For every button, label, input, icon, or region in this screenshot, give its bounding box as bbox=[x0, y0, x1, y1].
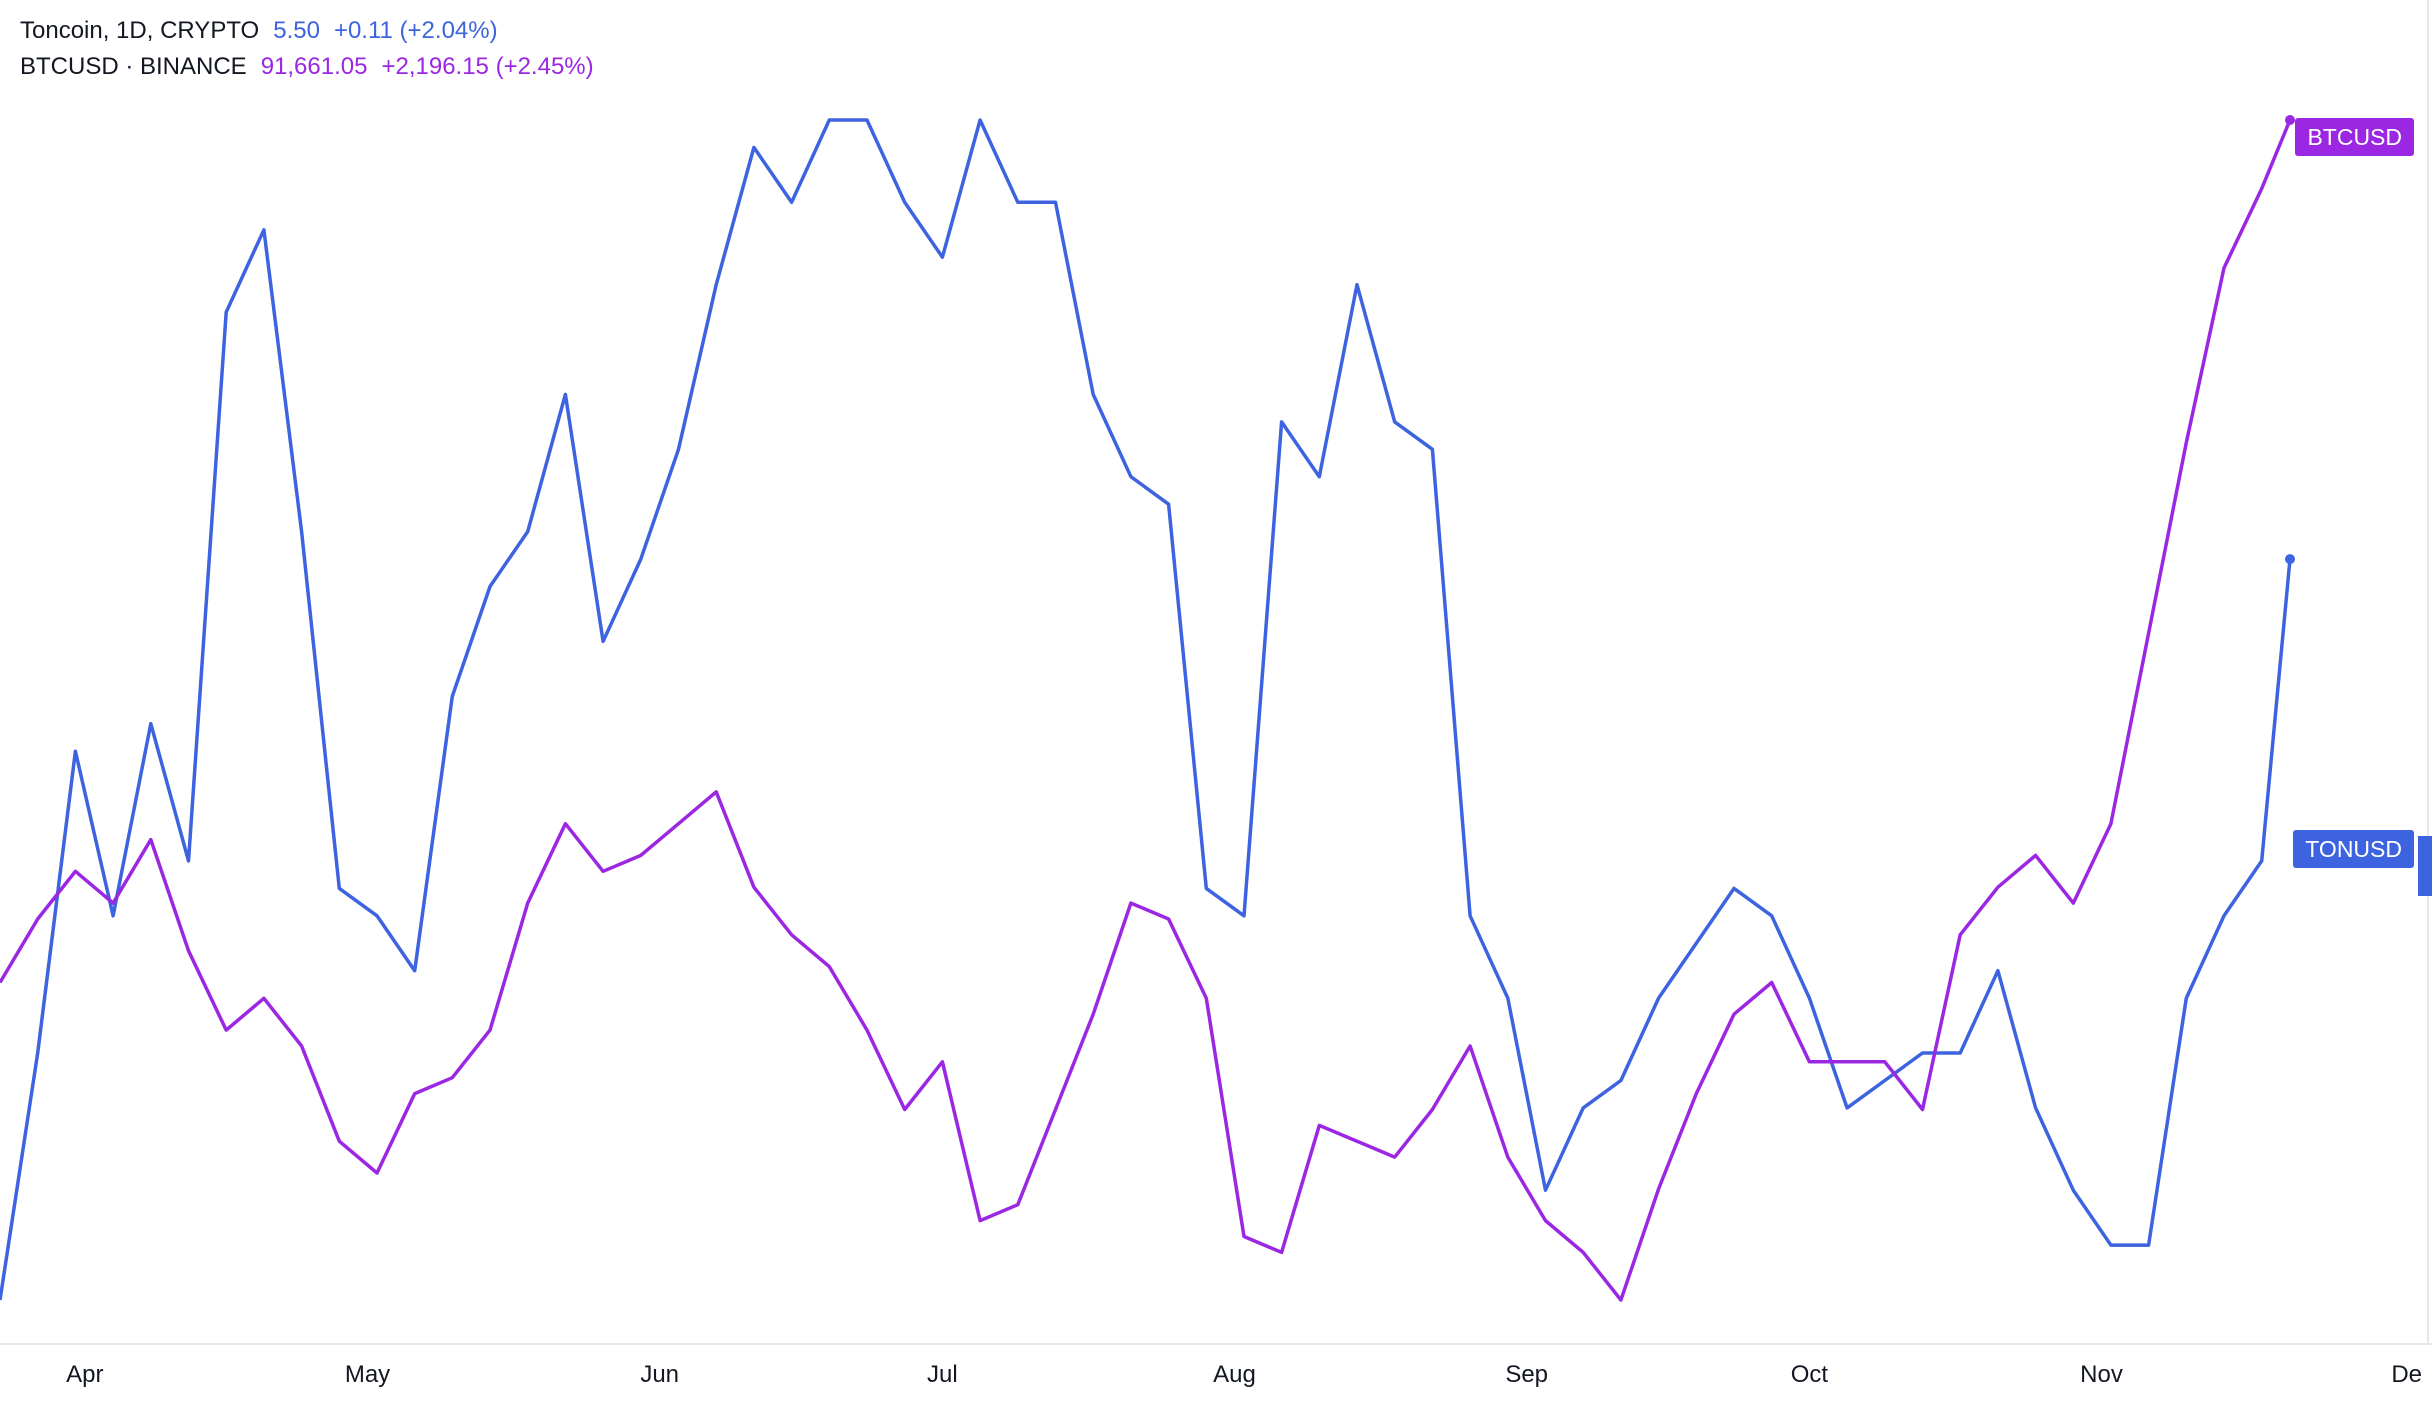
series-layer bbox=[0, 115, 2295, 1302]
legend-toncoin[interactable]: Toncoin, 1D, CRYPTO 5.50 +0.11 (+2.04%) bbox=[20, 16, 512, 46]
x-tick-label: Jul bbox=[927, 1361, 958, 1388]
x-tick-label: Sep bbox=[1505, 1361, 1548, 1388]
legend-btcusd-symbol: BTCUSD · BINANCE bbox=[20, 53, 247, 80]
tonusd-price-marker bbox=[2418, 836, 2432, 896]
btcusd-price-tag: BTCUSD bbox=[2295, 118, 2414, 156]
x-tick-label: May bbox=[345, 1361, 390, 1388]
legend-toncoin-symbol: Toncoin, 1D, CRYPTO bbox=[20, 17, 260, 44]
btc-series-line bbox=[0, 119, 2292, 1302]
x-tick-label: Apr bbox=[66, 1361, 103, 1388]
x-tick-label: Aug bbox=[1213, 1361, 1256, 1388]
legend-btcusd-price: 91,661.05 bbox=[260, 53, 368, 80]
x-tick-label: Oct bbox=[1791, 1361, 1829, 1388]
x-tick-label: Jun bbox=[640, 1361, 679, 1388]
x-tick-label: De bbox=[2391, 1361, 2422, 1388]
legend-btcusd[interactable]: BTCUSD · BINANCE 91,661.05 +2,196.15 (+2.4… bbox=[20, 52, 608, 82]
ton-series-line bbox=[0, 118, 2292, 1301]
ton-last-point bbox=[2285, 554, 2295, 565]
btc-last-point bbox=[2285, 115, 2295, 125]
legend-toncoin-price: 5.50 bbox=[273, 17, 320, 44]
x-tick-label: Nov bbox=[2080, 1361, 2123, 1388]
legend-btcusd-change: +2,196.15 (+2.45%) bbox=[381, 53, 594, 80]
tonusd-price-tag: TONUSD bbox=[2293, 830, 2414, 868]
legend-toncoin-change: +0.11 (+2.04%) bbox=[333, 17, 498, 44]
time-axis: Apr May Jun Jul Aug Sep Oct Nov De bbox=[66, 1361, 2422, 1388]
